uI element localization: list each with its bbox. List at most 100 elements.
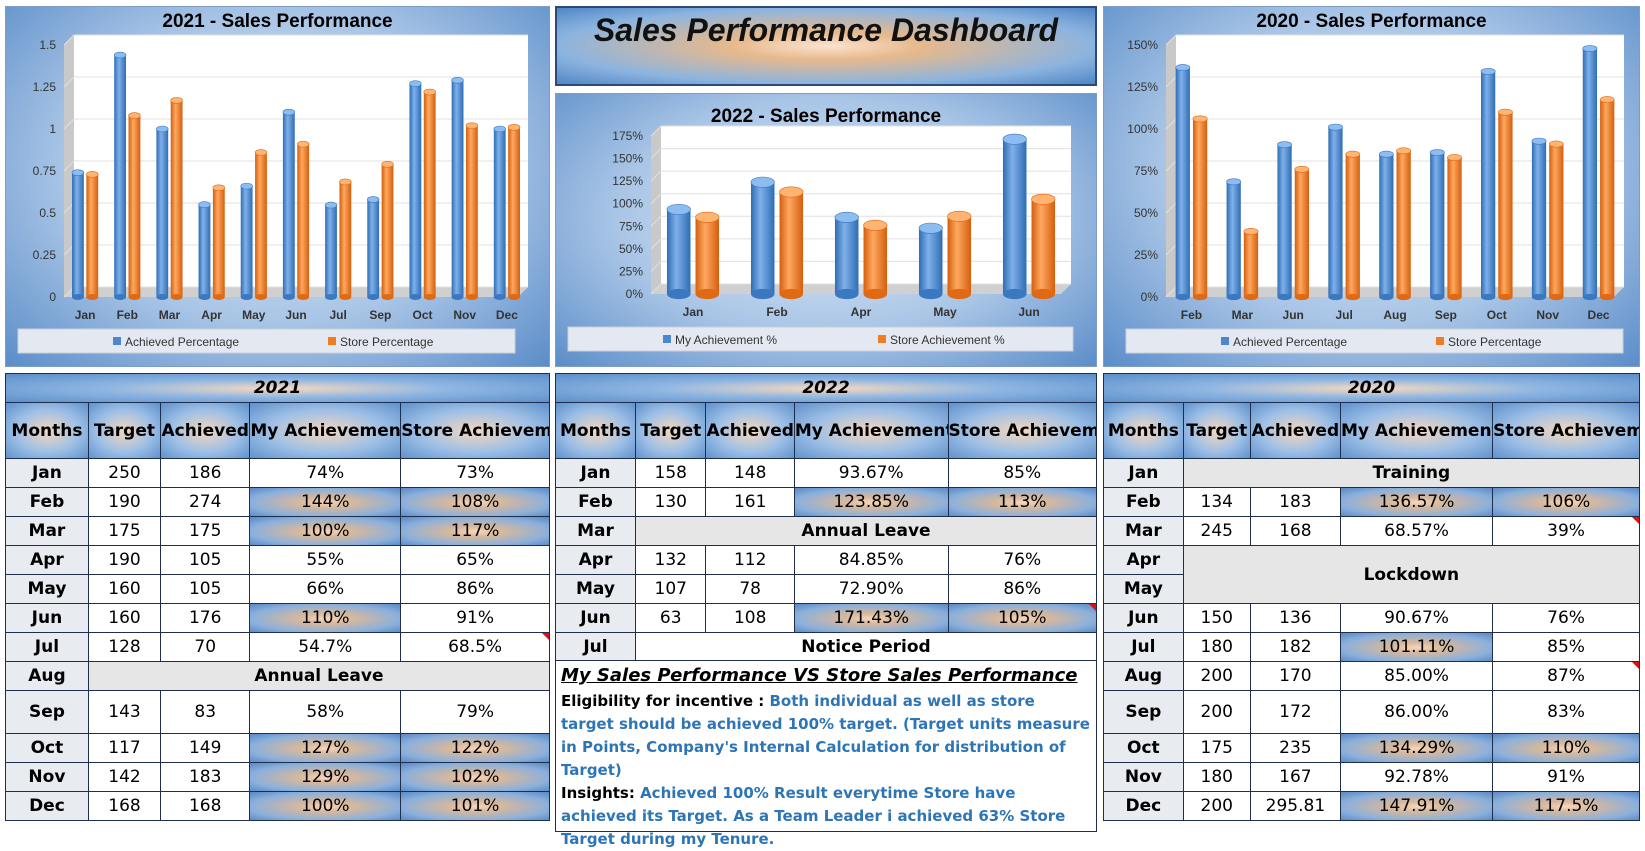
- table-row: Oct 175 235 134.29% 110%: [1103, 733, 1640, 763]
- achieved-cell: 182: [1249, 632, 1342, 662]
- column-header: Target: [1182, 402, 1251, 459]
- month-cell: Dec: [1103, 791, 1184, 821]
- month-cell: Jan: [555, 458, 636, 488]
- column-header: Store Achievement %: [947, 402, 1098, 459]
- store-achievement-cell: 83%: [1492, 690, 1640, 734]
- bar-base: [72, 294, 84, 300]
- my-achievement-cell: 84.85%: [793, 545, 949, 575]
- table-row: May 107 78 72.90% 86%: [555, 574, 1098, 604]
- bar-base: [666, 288, 691, 300]
- my-achievement-cell: 93.67%: [793, 458, 949, 488]
- bar-base: [1549, 293, 1564, 301]
- my-achievement-cell: 66%: [249, 574, 402, 604]
- my-achievement-cell: 68.57%: [1339, 516, 1494, 546]
- target-cell: 142: [87, 762, 162, 792]
- legend-label: Achieved Percentage: [125, 335, 239, 349]
- bar-top: [1031, 193, 1056, 205]
- achieved-cell: 105: [160, 574, 251, 604]
- bar-base: [1226, 293, 1241, 301]
- bar-top: [1328, 123, 1343, 131]
- x-tick-label: Sep: [369, 308, 391, 322]
- bar-orange-dec: [508, 127, 520, 297]
- bar-top: [1599, 96, 1615, 104]
- notes-title: My Sales Performance VS Store Sales Perf…: [561, 665, 1078, 686]
- bar-base: [212, 294, 225, 300]
- bar-top: [863, 219, 888, 231]
- month-cell: Nov: [5, 762, 89, 792]
- legend-label: Store Percentage: [340, 335, 434, 349]
- bar-blue-apr: [834, 217, 859, 294]
- month-cell: Feb: [5, 487, 89, 517]
- bar-orange-feb: [779, 191, 804, 294]
- column-header: My Achievement %: [793, 402, 949, 459]
- table-row: Apr 132 112 84.85% 76%: [555, 545, 1098, 575]
- gridline-side: [63, 160, 75, 172]
- x-tick-label: Feb: [117, 308, 138, 322]
- y-tick-label: 50%: [1134, 206, 1158, 220]
- target-cell: 128: [87, 632, 162, 662]
- bar-base: [282, 294, 295, 300]
- month-cell: May: [555, 574, 636, 604]
- target-cell: 180: [1182, 632, 1251, 662]
- table-row: Mar Annual Leave: [555, 516, 1098, 546]
- bar-top: [339, 178, 352, 186]
- bar-base: [1294, 293, 1309, 301]
- bar-top: [1498, 108, 1513, 116]
- bar-base: [128, 294, 141, 300]
- bar-base: [1175, 293, 1190, 301]
- target-cell: 160: [87, 574, 162, 604]
- column-header: Months: [1103, 402, 1184, 459]
- bar-top: [1277, 141, 1292, 149]
- target-cell: 143: [87, 690, 162, 734]
- x-tick-label: Jun: [1018, 305, 1039, 319]
- bar-base: [508, 294, 520, 300]
- x-tick-label: Jul: [1335, 308, 1352, 322]
- bar-top: [750, 176, 775, 188]
- bar-base: [1447, 293, 1462, 301]
- legend-label: Store Percentage: [1448, 335, 1542, 349]
- bar-blue-oct: [409, 83, 422, 297]
- bar-blue-jul: [325, 205, 337, 297]
- store-achievement-cell: 122%: [400, 733, 550, 763]
- bar-top: [113, 51, 127, 59]
- eligibility-paragraph: Eligibility for incentive : Both individ…: [561, 690, 1091, 782]
- bar-base: [170, 294, 183, 300]
- achieved-cell: 176: [160, 603, 251, 633]
- month-cell: Jun: [555, 603, 636, 633]
- bar-base: [198, 294, 211, 300]
- bar-blue-feb: [114, 55, 127, 297]
- y-tick-label: 150%: [612, 152, 643, 166]
- bar-base: [863, 288, 888, 300]
- y-tick-label: 0: [49, 290, 56, 304]
- table-row: Aug 200 170 85.00% 87%: [1103, 661, 1640, 691]
- month-cell: Jun: [1103, 603, 1184, 633]
- achieved-cell: 167: [1249, 762, 1342, 792]
- bar-top: [156, 125, 169, 133]
- x-tick-label: Aug: [1383, 308, 1406, 322]
- table-row: Jun 150 136 90.67% 76%: [1103, 603, 1640, 633]
- bar-blue-dec: [1582, 48, 1598, 297]
- month-cell: Oct: [1103, 733, 1184, 763]
- bar-blue-jun: [1002, 139, 1027, 294]
- bar-blue-sep: [1430, 152, 1445, 297]
- bar-top: [1531, 137, 1547, 145]
- month-cell: Mar: [555, 516, 636, 546]
- bar-orange-jun: [1294, 169, 1309, 297]
- bar-top: [1582, 45, 1598, 52]
- achieved-cell: 168: [1249, 516, 1342, 546]
- store-achievement-cell: 101%: [400, 791, 550, 821]
- bar-top: [86, 171, 99, 178]
- bar-orange-may: [947, 216, 972, 294]
- legend-swatch: [663, 335, 671, 343]
- target-cell: 160: [87, 603, 162, 633]
- my-achievement-cell: 92.78%: [1339, 762, 1494, 792]
- bar-blue-jan: [72, 172, 84, 297]
- merged-status-cell: Lockdown: [1182, 545, 1641, 604]
- my-achievement-cell: 90.67%: [1339, 603, 1494, 633]
- month-cell: Jan: [5, 458, 89, 488]
- chart-2021-panel: 2021 - Sales Performance 0 0.25 0.5 0.75 1 1.…: [5, 6, 550, 367]
- table-row: Aug Annual Leave: [5, 661, 551, 691]
